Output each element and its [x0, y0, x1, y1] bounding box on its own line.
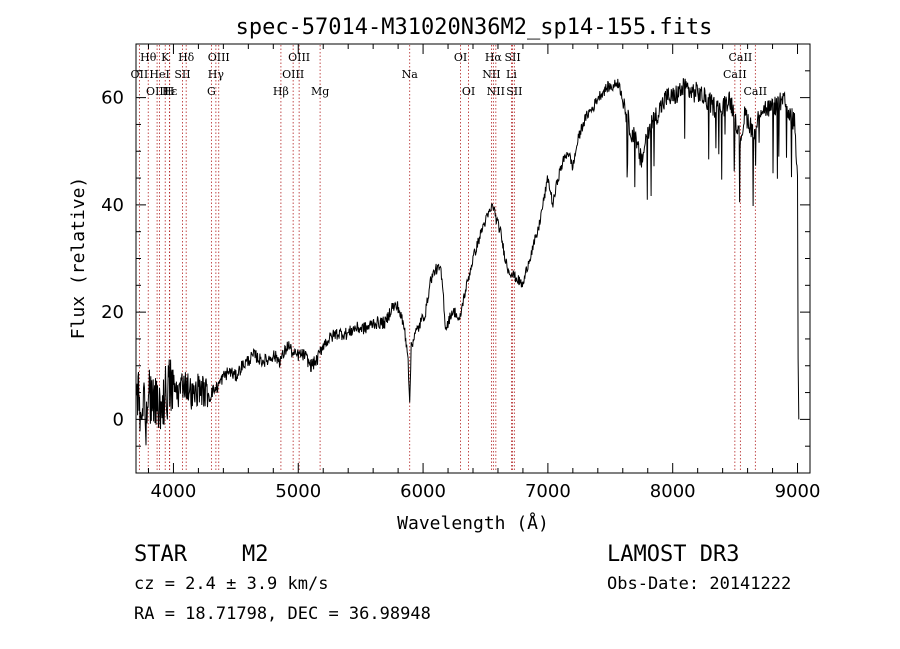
line-label: H: [165, 85, 175, 98]
line-label: OII: [131, 68, 149, 81]
line-label: SII: [506, 85, 522, 98]
line-label: Li: [506, 68, 517, 81]
line-label: OI: [454, 51, 467, 64]
y-tick-label: 20: [101, 302, 124, 323]
object-class: STAR: [134, 542, 188, 567]
chart-title: spec-57014-M31020N36M2_sp14-155.fits: [236, 15, 713, 40]
line-label: Hα: [485, 51, 503, 64]
x-tick-label: 6000: [400, 481, 446, 502]
line-label: HeI: [149, 68, 169, 81]
line-label: K: [161, 51, 170, 64]
x-tick-label: 7000: [525, 481, 571, 502]
line-label: CaII: [723, 68, 747, 81]
x-tick-label: 5000: [275, 481, 321, 502]
line-label: Hδ: [178, 51, 195, 64]
x-axis-label: Wavelength (Å): [397, 512, 549, 534]
y-tick-label: 0: [113, 409, 124, 430]
x-tick-label: 9000: [775, 481, 821, 502]
line-label: Hε: [162, 85, 178, 98]
line-label: OI: [462, 85, 475, 98]
spectrum-line: [136, 78, 800, 446]
line-label: NII: [487, 85, 505, 98]
y-axis-ticks: 0 20 40 60: [101, 43, 810, 474]
line-label: Mg: [311, 85, 329, 98]
line-label: Hγ: [208, 68, 225, 81]
x-axis-ticks: 4000 5000 6000 7000 8000 9000: [147, 44, 821, 502]
obs-date: Obs-Date: 20141222: [607, 574, 791, 594]
y-axis-label: Flux (relative): [68, 177, 89, 340]
line-label: Na: [402, 68, 419, 81]
y-tick-label: 60: [101, 88, 124, 109]
line-label: CaII: [729, 51, 753, 64]
line-label: CaII: [743, 85, 767, 98]
x-tick-label: 4000: [151, 481, 197, 502]
survey-name: LAMOST DR3: [607, 542, 739, 567]
line-label: SII: [504, 51, 520, 64]
emission-line-labels: Hθ OII OIII K HeI HεH Hδ SII OIII Hγ G OIII OIII Hβ Mg…: [131, 51, 768, 98]
line-label: Hθ: [140, 51, 157, 64]
emission-line-markers: [138, 45, 756, 472]
line-label: OIII: [282, 68, 304, 81]
y-tick-label: 40: [101, 195, 124, 216]
line-label: OIII: [288, 51, 310, 64]
coordinates: RA = 18.71798, DEC = 36.98948: [134, 604, 431, 624]
line-label: OIII: [208, 51, 230, 64]
line-label: OIII: [146, 85, 168, 98]
redshift-cz: cz = 2.4 ± 3.9 km/s: [134, 574, 328, 594]
object-subclass: M2: [242, 542, 269, 567]
line-label: NII: [482, 68, 500, 81]
line-label: Hβ: [273, 85, 289, 98]
line-label: G: [207, 85, 216, 98]
line-label: SII: [174, 68, 190, 81]
x-tick-label: 8000: [650, 481, 696, 502]
